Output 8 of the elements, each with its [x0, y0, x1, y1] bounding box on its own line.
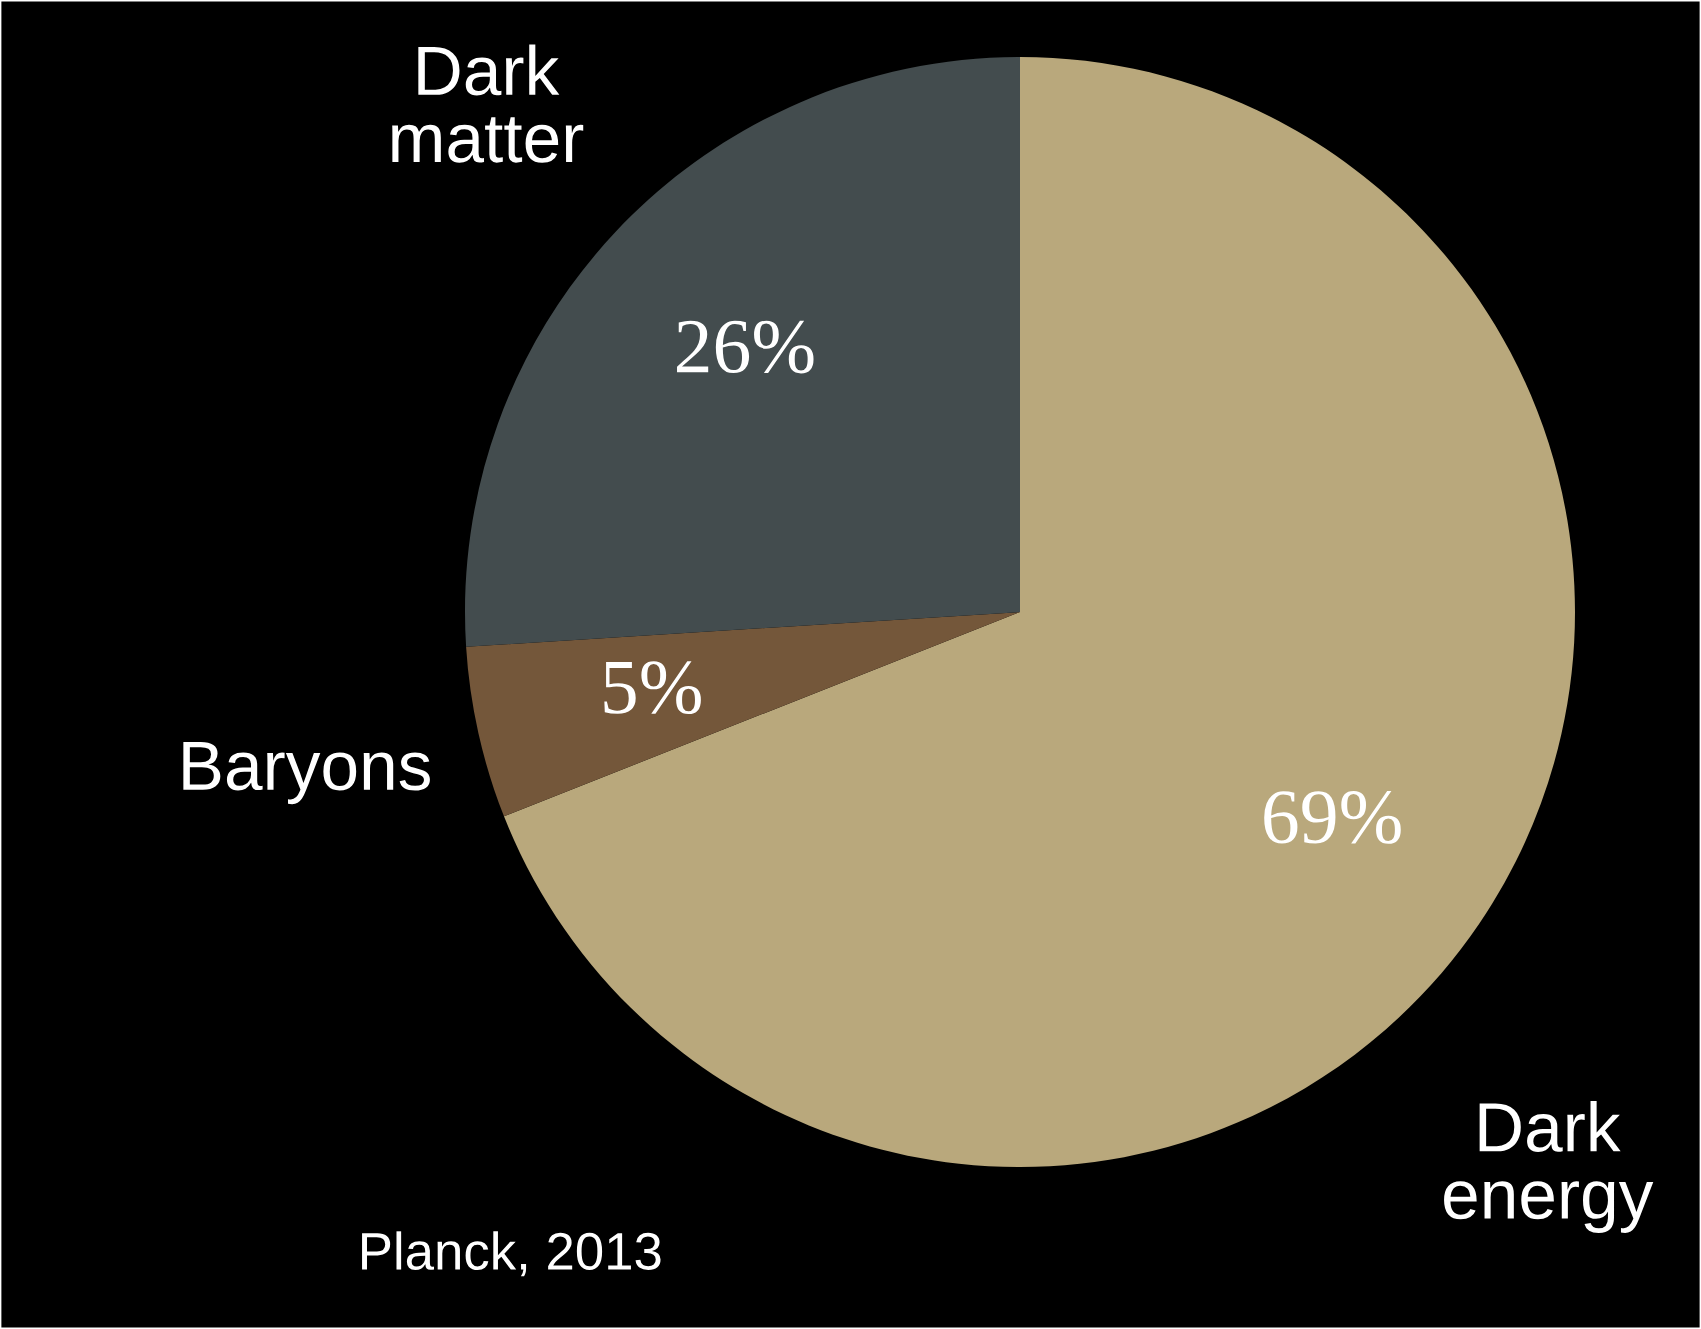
text: Planck, 2013 — [362, 1231, 661, 1277]
slice-label: Baryons — [183, 741, 430, 805]
data-label: 26% — [677, 320, 814, 374]
slice-label: Dark energy — [1444, 1101, 1654, 1233]
pie-slice — [466, 612, 1020, 817]
data-label: 5% — [604, 661, 701, 715]
data-label: 69% — [1264, 791, 1401, 844]
slice-label: Dark matter — [392, 44, 584, 163]
